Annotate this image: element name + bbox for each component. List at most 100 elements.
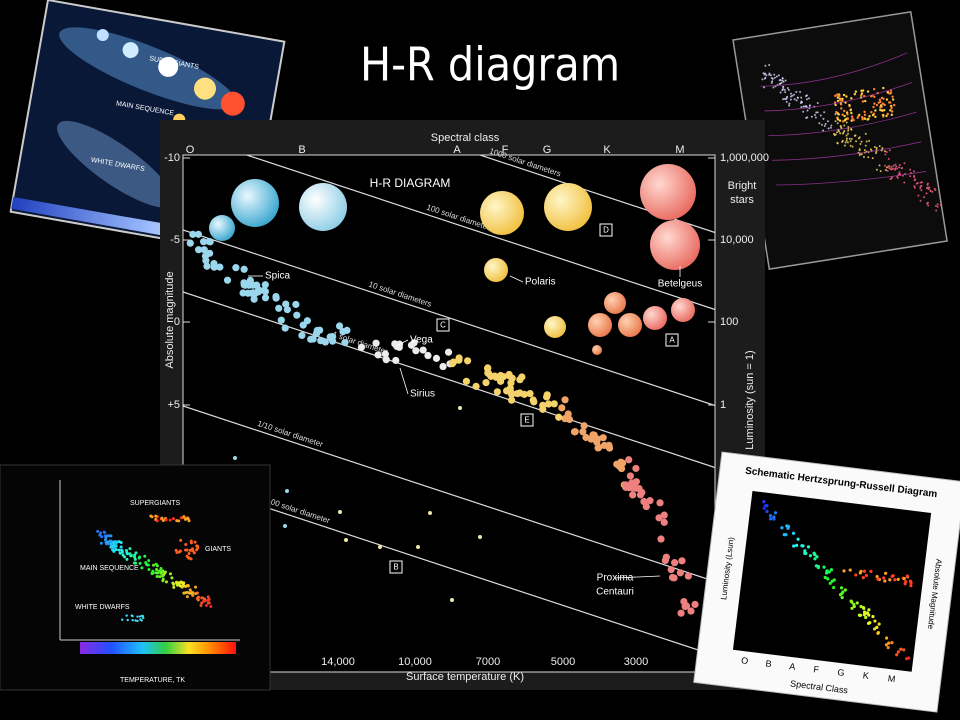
- star: [507, 396, 516, 404]
- scatter-dot: [800, 101, 803, 104]
- scatter-dot: [884, 571, 888, 575]
- star: [656, 499, 664, 507]
- scatter-dot: [785, 100, 788, 103]
- scatter-dot: [805, 98, 808, 101]
- bottom-tick: 10,000: [398, 656, 432, 668]
- scatter-dot: [133, 553, 137, 557]
- scatter-dot: [875, 152, 878, 155]
- scatter-dot: [882, 576, 886, 580]
- scatter-dot: [861, 118, 864, 121]
- star: [667, 565, 675, 574]
- scatter-dot: [842, 132, 845, 135]
- scatter-dot: [850, 606, 854, 610]
- star: [625, 456, 633, 464]
- scatter-dot: [935, 209, 938, 212]
- diameter-lines: [183, 155, 715, 657]
- scatter-dot: [881, 113, 885, 117]
- color-bar: [80, 642, 236, 654]
- scatter-dot: [815, 555, 819, 559]
- scatter-dot: [808, 104, 811, 107]
- stars: [186, 164, 700, 617]
- scatter-dot: [813, 557, 817, 561]
- spectral-class: G: [543, 144, 552, 156]
- star: [240, 265, 248, 273]
- scatter-dot: [848, 568, 852, 572]
- star: [202, 257, 210, 265]
- scatter-dot: [159, 567, 163, 571]
- class-label: M: [887, 673, 896, 684]
- star-sphere: [193, 77, 216, 100]
- scatter-dot: [874, 109, 877, 112]
- scatter-dot: [113, 546, 117, 550]
- scatter-dot: [787, 88, 790, 91]
- scatter-dot: [836, 99, 840, 103]
- scatter-dot: [768, 64, 771, 67]
- scatter-dot: [203, 599, 207, 603]
- scatter-dot: [136, 619, 139, 623]
- star: [293, 311, 301, 319]
- star-name: Betelgeus: [658, 279, 702, 290]
- scatter-dot: [828, 581, 832, 585]
- star: [283, 306, 291, 314]
- giant-star: [484, 258, 508, 282]
- class-label: F: [813, 664, 820, 675]
- scatter-dot: [861, 576, 865, 580]
- scatter-dot: [785, 96, 788, 99]
- star: [626, 472, 634, 480]
- giant-star: [231, 179, 279, 227]
- scatter-dot: [778, 79, 781, 82]
- star: [497, 377, 505, 385]
- scatter-dot: [883, 103, 886, 107]
- scatter-dot: [131, 619, 134, 622]
- star: [240, 281, 248, 289]
- scatter-dot: [862, 569, 867, 573]
- star-name: Polaris: [525, 277, 556, 288]
- scatter-dot: [784, 91, 787, 94]
- scatter-dot: [781, 88, 784, 91]
- scatter-dot: [193, 540, 197, 544]
- scatter-dot: [878, 98, 882, 102]
- scatter-dot: [905, 574, 909, 578]
- scatter-dot: [850, 97, 853, 100]
- star: [407, 341, 416, 349]
- pointer: [509, 275, 524, 283]
- scatter-dot: [133, 557, 137, 561]
- scatter-dot: [195, 548, 199, 552]
- scatter-dot: [191, 593, 195, 597]
- giant-star: [480, 191, 524, 235]
- region-box: [389, 560, 403, 574]
- scatter-dot: [814, 564, 818, 568]
- class-label: B: [765, 658, 772, 669]
- star: [505, 370, 513, 379]
- scatter-dot: [886, 112, 889, 116]
- scatter-dot: [836, 131, 839, 134]
- scatter-dot: [855, 601, 859, 605]
- star: [661, 556, 669, 565]
- scatter-dot: [768, 514, 773, 518]
- scatter-dot: [860, 115, 864, 119]
- scatter-dot: [912, 170, 915, 173]
- scatter-dot: [909, 584, 913, 588]
- scatter-dot: [875, 575, 879, 579]
- star: [329, 337, 337, 345]
- scatter-dot: [834, 94, 837, 97]
- scatter-dot: [873, 87, 876, 91]
- scatter-dot: [789, 98, 792, 101]
- scatter-dot: [839, 586, 844, 590]
- scatter-dot: [908, 579, 913, 583]
- star: [590, 431, 598, 439]
- region-label: E: [524, 416, 529, 425]
- giant-star: [618, 313, 642, 337]
- scatter-dot: [185, 590, 189, 594]
- scatter-dot: [858, 571, 862, 575]
- scatter-dot: [888, 164, 891, 167]
- scatter-dot: [864, 144, 867, 147]
- white-dwarf: [458, 406, 462, 410]
- scatter-dot: [909, 168, 912, 171]
- scatter-dot: [804, 105, 807, 108]
- star-name: Sirius: [410, 389, 435, 400]
- scatter-dot: [873, 619, 877, 623]
- scatter-dot: [164, 580, 168, 584]
- star: [189, 230, 197, 238]
